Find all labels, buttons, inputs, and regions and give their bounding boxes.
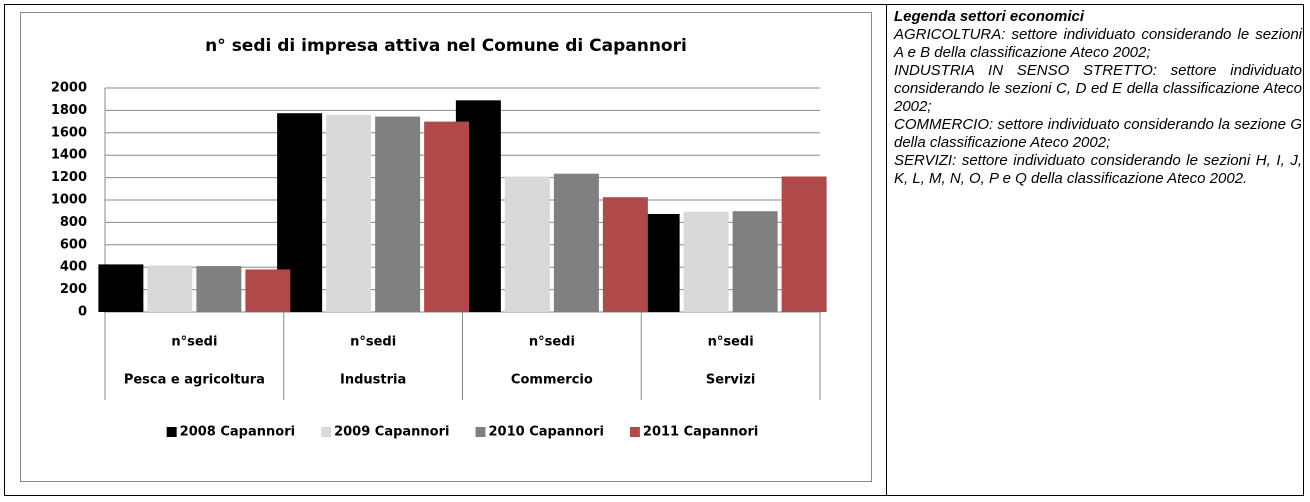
x-tick-label: Industria <box>340 373 406 388</box>
note-title: Legenda settori economici <box>894 8 1085 25</box>
y-tick-label: 1200 <box>51 170 87 185</box>
note-paragraph: AGRICOLTURA: settore individuato conside… <box>894 26 1302 61</box>
note-paragraph: INDUSTRIA IN SENSO STRETTO: settore indi… <box>894 62 1302 115</box>
note-paragraph: COMMERCIO: settore individuato considera… <box>894 116 1302 151</box>
y-tick-label: 1600 <box>51 125 87 140</box>
chart-border <box>20 12 872 482</box>
x-tick-sublabel: n°sedi <box>171 335 217 350</box>
chart-title: n° sedi di impresa attiva nel Comune di … <box>205 36 687 56</box>
legend-label: 2008 Capannori <box>180 425 295 440</box>
note-paragraph: SERVIZI: settore individuato considerand… <box>894 152 1302 187</box>
table-frame <box>4 4 1304 496</box>
bar <box>147 265 193 312</box>
y-tick-label: 1000 <box>51 193 87 208</box>
x-tick-sublabel: n°sedi <box>529 335 575 350</box>
x-tick-sublabel: n°sedi <box>708 335 754 350</box>
y-tick-label: 2000 <box>51 81 87 96</box>
legend-swatch <box>475 427 486 437</box>
side-note: Legenda settori economici AGRICOLTURA: s… <box>894 8 1302 188</box>
bar <box>732 211 778 312</box>
bar <box>553 173 599 312</box>
x-tick-label: Servizi <box>706 373 756 388</box>
bar <box>326 114 372 312</box>
x-tick-sublabel: n°sedi <box>350 335 396 350</box>
cell-divider <box>886 4 887 496</box>
bar <box>98 264 144 312</box>
chart: n° sedi di impresa attiva nel Comune di … <box>20 12 872 482</box>
legend-swatch <box>629 427 640 437</box>
bar <box>602 197 648 312</box>
legend-label: 2011 Capannori <box>643 425 758 440</box>
legend-swatch <box>321 427 332 437</box>
x-tick-label: Commercio <box>511 373 593 388</box>
x-tick-label: Pesca e agricoltura <box>124 373 265 388</box>
bar <box>375 116 421 312</box>
y-tick-label: 0 <box>78 305 87 320</box>
bar <box>683 211 729 312</box>
y-tick-label: 1800 <box>51 103 87 118</box>
y-tick-label: 400 <box>60 260 87 275</box>
y-tick-label: 1400 <box>51 148 87 163</box>
legend-swatch <box>166 427 177 437</box>
y-tick-label: 200 <box>60 282 87 297</box>
y-tick-label: 800 <box>60 215 87 230</box>
y-tick-label: 600 <box>60 237 87 252</box>
bar <box>781 176 827 312</box>
legend-label: 2010 Capannori <box>489 425 604 440</box>
legend-label: 2009 Capannori <box>334 425 449 440</box>
bar <box>196 266 242 312</box>
bar <box>504 176 550 312</box>
bar <box>424 121 470 312</box>
bar <box>245 269 291 312</box>
